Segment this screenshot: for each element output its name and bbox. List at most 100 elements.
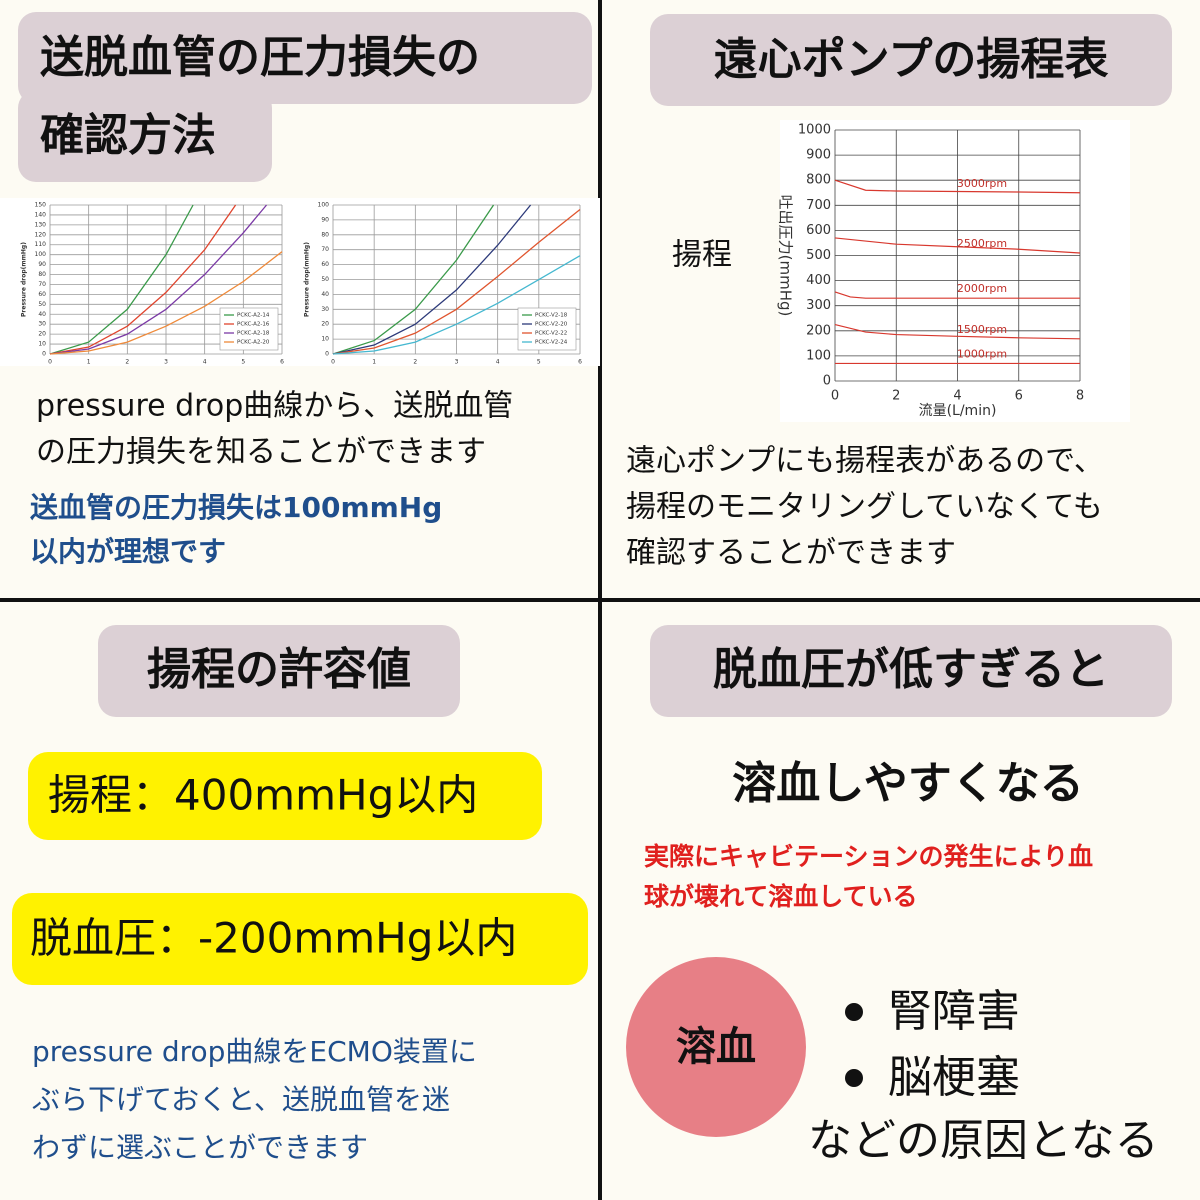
x-tick-label: 4 (496, 359, 500, 366)
legend-label: PCKC-A2-20 (237, 340, 270, 346)
y-tick-label: 130 (35, 221, 47, 228)
y-tick-label: 200 (806, 323, 831, 338)
side-label: 揚程 (672, 238, 732, 273)
y-tick-label: 60 (321, 261, 329, 268)
legend-label: PCKC-A2-18 (237, 331, 270, 337)
series-label: 1500rpm (957, 323, 1007, 336)
x-tick-label: 0 (831, 389, 839, 404)
y-tick-label: 50 (38, 301, 46, 308)
x-tick-label: 1 (372, 359, 376, 366)
y-tick-label: 110 (35, 241, 47, 248)
title-box (18, 12, 592, 104)
x-tick-label: 4 (953, 389, 961, 404)
y-tick-label: 40 (321, 291, 329, 298)
y-tick-label: 100 (806, 348, 831, 363)
y-tick-label: 1000 (798, 123, 831, 138)
title: 送脱血管の圧力損失の (40, 32, 480, 83)
text: 遠心ポンプにも揚程表があるので、 (626, 444, 1104, 479)
y-tick-label: 300 (806, 298, 831, 313)
y-tick-label: 30 (38, 321, 46, 328)
title-box (650, 14, 1172, 106)
y-tick-label: 20 (321, 321, 329, 328)
note: 送血管の圧力損失は100mmHg (30, 491, 442, 524)
text: の圧力損失を知ることができます (36, 435, 486, 470)
legend-label: PCKC-V2-18 (535, 313, 568, 319)
y-tick-label: 50 (321, 276, 329, 283)
x-tick-label: 3 (164, 359, 168, 366)
y-tick-label: 70 (38, 281, 46, 288)
legend-label: PCKC-V2-20 (535, 322, 568, 328)
circle (626, 957, 806, 1137)
series-line (332, 208, 581, 355)
series-line (834, 237, 1081, 254)
y-tick-label: 10 (38, 341, 46, 348)
bullet-text: 脳梗塞 (888, 1052, 1020, 1103)
highlight-box (12, 893, 588, 985)
note: 球が壊れて溶血している (644, 882, 918, 911)
series-line (49, 251, 283, 355)
legend-label: PCKC-A2-16 (237, 322, 270, 328)
y-tick-label: 600 (806, 223, 831, 238)
y-tick-label: 80 (321, 231, 329, 238)
x-tick-label: 4 (203, 359, 207, 366)
title: 脱血圧が低すぎると (713, 644, 1109, 695)
title-box (18, 90, 272, 182)
y-tick-label: 70 (321, 246, 329, 253)
y-tick-label: 0 (325, 351, 329, 358)
footer: などの原因となる (808, 1115, 1159, 1166)
title-box (98, 625, 460, 717)
x-tick-label: 5 (537, 359, 541, 366)
x-tick-label: 3 (455, 359, 459, 366)
y-tick-label: 90 (38, 261, 46, 268)
note: ぶら下げておくと、送脱血管を迷 (32, 1083, 450, 1116)
limit: 揚程：400mmHg以内 (48, 771, 478, 820)
y-tick-label: 700 (806, 198, 831, 213)
y-tick-label: 120 (35, 231, 47, 238)
series-line (332, 204, 495, 355)
y-axis-label: Pressure drop(mmHg) (21, 242, 28, 317)
y-tick-label: 900 (806, 148, 831, 163)
note: わずに選ぶことができます (32, 1131, 368, 1164)
series-line (332, 204, 532, 355)
note: 以内が理想です (30, 535, 226, 568)
text: 確認することができます (626, 536, 956, 571)
y-tick-label: 40 (38, 311, 46, 318)
y-tick-label: 500 (806, 248, 831, 263)
x-tick-label: 6 (280, 359, 284, 366)
note: pressure drop曲線をECMO装置に (32, 1035, 477, 1068)
x-tick-label: 2 (892, 389, 900, 404)
x-axis-label: 流量(L/min) (919, 403, 997, 419)
series-line (49, 204, 237, 355)
legend-label: PCKC-V2-22 (535, 331, 567, 337)
y-tick-label: 140 (35, 211, 47, 218)
y-tick-label: 100 (35, 251, 47, 258)
legend-label: PCKC-A2-14 (237, 313, 270, 319)
limit: 脱血圧：-200mmHg以内 (30, 914, 517, 963)
title: 遠心ポンプの揚程表 (714, 34, 1109, 85)
series-line (834, 291, 1080, 299)
text: 揚程のモニタリングしていなくても (626, 490, 1103, 525)
chart-background (0, 198, 600, 366)
y-axis-label: 吐出圧力(mmHg) (777, 195, 795, 317)
note: 実際にキャビテーションの発生により血 (644, 842, 1093, 871)
series-line (49, 204, 194, 355)
x-tick-label: 1 (87, 359, 91, 366)
series-label: 2000rpm (957, 282, 1007, 295)
y-tick-label: 30 (321, 306, 329, 313)
title: 揚程の許容値 (147, 644, 411, 695)
y-tick-label: 20 (38, 331, 46, 338)
y-tick-label: 0 (823, 374, 831, 389)
x-tick-label: 6 (1015, 389, 1023, 404)
headline: 溶血しやすくなる (732, 758, 1084, 809)
x-tick-label: 8 (1076, 389, 1084, 404)
title: 確認方法 (40, 110, 216, 161)
x-tick-label: 0 (48, 359, 52, 366)
y-tick-label: 800 (806, 173, 831, 188)
y-tick-label: 80 (38, 271, 46, 278)
text: pressure drop曲線から、送脱血管 (36, 389, 513, 424)
y-tick-label: 150 (35, 202, 47, 209)
series-line (49, 204, 268, 355)
series-label: 3000rpm (957, 177, 1007, 190)
x-tick-label: 0 (331, 359, 335, 366)
